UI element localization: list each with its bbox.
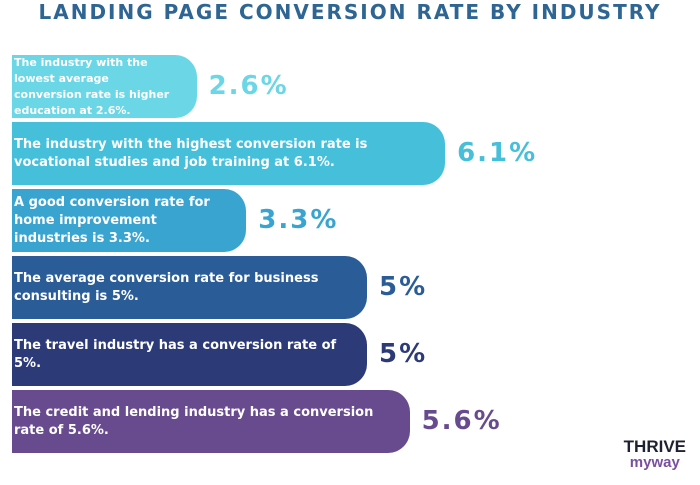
bar-text: The industry with the highest conversion… bbox=[14, 136, 368, 170]
bar-text: The industry with the lowest average con… bbox=[14, 55, 170, 117]
value-label: 5.6% bbox=[421, 406, 502, 436]
bar-text: The average conversion rate for business… bbox=[14, 270, 319, 304]
logo: THRIVE myway bbox=[623, 437, 686, 471]
value-label: 6.1% bbox=[457, 138, 538, 168]
bar-text: The travel industry has a conversion rat… bbox=[14, 337, 337, 371]
logo-text: myway bbox=[629, 454, 680, 471]
logo-text: THRIVE bbox=[623, 437, 686, 456]
bar: A good conversion rate for home improvem… bbox=[12, 189, 247, 252]
chart-title: LANDING PAGE CONVERSION RATE BY INDUSTRY bbox=[38, 0, 662, 24]
bar: The industry with the lowest average con… bbox=[12, 55, 197, 118]
value-label: 2.6% bbox=[208, 71, 289, 101]
bar-text: A good conversion rate for home improvem… bbox=[14, 194, 210, 246]
bar: The average conversion rate for business… bbox=[12, 256, 367, 319]
value-label: 5% bbox=[379, 339, 428, 369]
bar: The industry with the highest conversion… bbox=[12, 122, 446, 185]
value-label: 3.3% bbox=[258, 205, 339, 235]
bar-text: The credit and lending industry has a co… bbox=[14, 404, 374, 438]
value-label: 5% bbox=[379, 272, 428, 302]
bar: The travel industry has a conversion rat… bbox=[12, 323, 367, 386]
bar: The credit and lending industry has a co… bbox=[12, 390, 410, 453]
